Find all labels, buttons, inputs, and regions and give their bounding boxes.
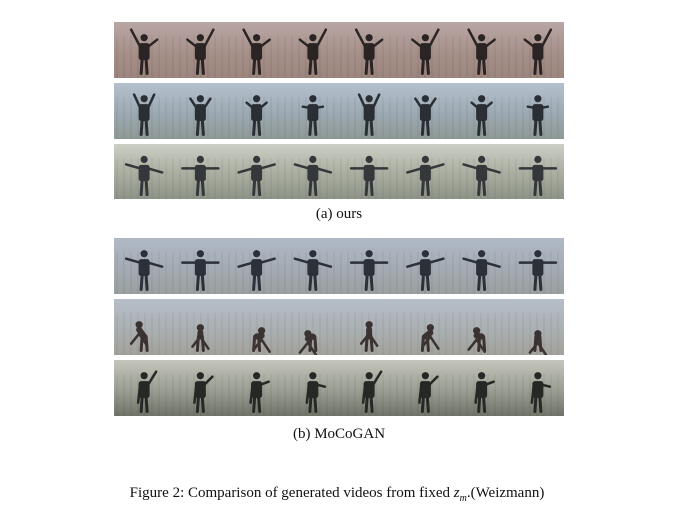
strip-mocogan-3	[114, 360, 564, 416]
person-figure	[237, 155, 276, 197]
person-figure	[181, 250, 220, 292]
person-figure	[462, 250, 501, 292]
person-figure	[136, 370, 158, 414]
person-figure	[474, 372, 495, 414]
person-figure	[186, 28, 215, 76]
person-figure	[354, 28, 384, 76]
person-figure	[191, 324, 210, 353]
person-figure	[523, 28, 553, 76]
subfigure-caption-mocogan: (b) MoCoGAN	[292, 426, 386, 442]
person-figure	[129, 321, 149, 353]
person-figure	[418, 372, 439, 414]
person-figure	[406, 155, 445, 197]
person-figure	[245, 95, 268, 137]
person-figure	[132, 93, 156, 137]
person-figure	[349, 250, 389, 292]
person-figure	[414, 95, 437, 137]
person-figure	[189, 95, 212, 137]
frame-strip-svg	[114, 238, 564, 294]
person-figure	[301, 95, 325, 137]
person-figure	[518, 250, 558, 292]
person-figure	[359, 321, 379, 353]
person-figure	[470, 95, 493, 137]
figure-caption: Figure 2: Comparison of generated videos…	[0, 484, 674, 508]
person-figure	[293, 250, 333, 292]
person-figure	[406, 250, 445, 292]
person-figure	[181, 155, 220, 197]
person-figure	[530, 372, 552, 414]
strip-mocogan-2	[114, 299, 564, 355]
strip-mocogan-1	[114, 238, 564, 294]
person-figure	[242, 28, 271, 76]
frame-strip-svg	[114, 299, 564, 355]
person-figure	[518, 155, 558, 197]
person-figure	[129, 28, 159, 76]
person-figure	[124, 155, 164, 197]
strip-ours-2	[114, 83, 564, 139]
person-figure	[528, 330, 548, 355]
person-figure	[298, 28, 328, 76]
caption-variable: z	[453, 485, 460, 501]
caption-subscript: m	[459, 493, 467, 504]
person-figure	[357, 93, 381, 137]
caption-suffix: .(Weizmann)	[466, 485, 545, 501]
person-figure	[124, 250, 164, 292]
subfigure-caption-ours: (a) ours	[315, 206, 363, 222]
person-figure	[298, 330, 318, 355]
person-figure	[193, 372, 214, 414]
person-figure	[305, 372, 327, 414]
person-figure	[349, 155, 389, 197]
strip-ours-1	[114, 22, 564, 78]
person-figure	[252, 327, 271, 353]
person-figure	[293, 155, 333, 197]
person-figure	[462, 155, 501, 197]
person-figure	[237, 250, 276, 292]
person-figure	[526, 95, 550, 137]
person-figure	[467, 28, 496, 76]
person-figure	[411, 28, 440, 76]
person-figure	[420, 324, 440, 353]
strip-ours-3	[114, 144, 564, 199]
frame-strip-svg	[114, 360, 564, 416]
frame-strip-svg	[114, 144, 564, 199]
person-figure	[467, 327, 487, 353]
person-figure	[249, 372, 270, 414]
frame-strip-svg	[114, 22, 564, 78]
frame-strip-svg	[114, 83, 564, 139]
caption-text: Figure 2: Comparison of generated videos…	[129, 485, 454, 501]
person-figure	[361, 370, 383, 414]
